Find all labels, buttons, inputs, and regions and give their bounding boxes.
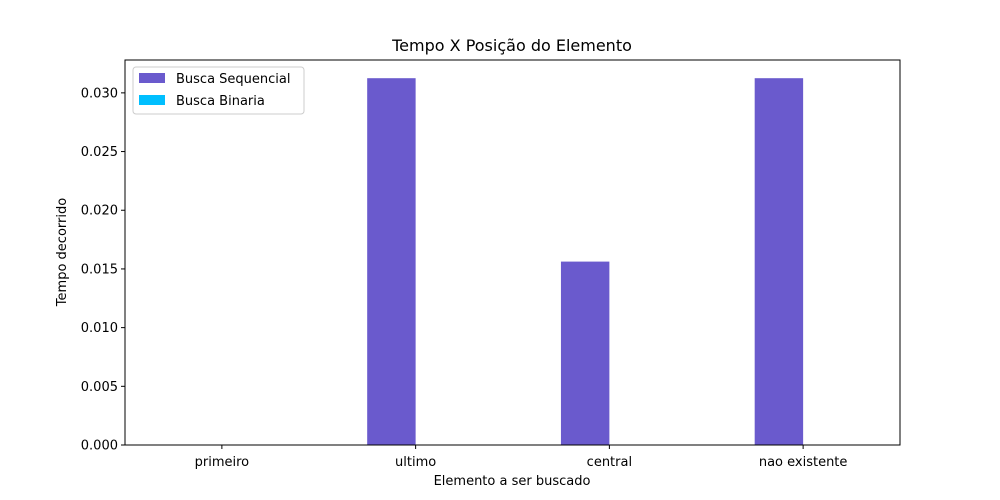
bars-layer — [367, 78, 804, 445]
legend: Busca Sequencial Busca Binaria — [132, 66, 305, 115]
y-ticks: 0.000 0.005 0.010 0.015 0.020 0.025 0.030 — [81, 86, 125, 454]
legend-swatch-busca-binaria — [139, 95, 165, 105]
y-tick-label: 0.010 — [81, 321, 118, 336]
legend-label-busca-sequencial: Busca Sequencial — [176, 72, 291, 87]
y-tick-label: 0.000 — [81, 439, 118, 454]
x-axis-label: Elemento a ser buscado — [434, 474, 591, 489]
bar-busca-sequencial-1 — [367, 78, 416, 445]
y-axis-label: Tempo decorrido — [55, 198, 70, 307]
x-tick-label: central — [587, 455, 632, 470]
legend-box — [132, 66, 305, 115]
y-tick-label: 0.005 — [81, 380, 118, 395]
legend-swatch-busca-sequencial — [139, 73, 165, 83]
bar-busca-sequencial-2 — [560, 261, 610, 445]
x-ticks: primeiro ultimo central nao existente — [195, 445, 848, 470]
bar-busca-sequencial-3 — [754, 78, 804, 445]
y-tick-label: 0.030 — [81, 86, 118, 101]
x-tick-label: nao existente — [759, 455, 848, 470]
legend-label-busca-binaria: Busca Binaria — [176, 94, 265, 109]
x-tick-label: ultimo — [395, 455, 436, 470]
chart-title: Tempo X Posição do Elemento — [391, 36, 632, 55]
plot-frame — [124, 59, 901, 446]
x-tick-label: primeiro — [195, 455, 250, 470]
y-tick-label: 0.025 — [81, 145, 118, 160]
y-tick-label: 0.015 — [81, 262, 118, 277]
y-tick-label: 0.020 — [81, 204, 118, 219]
